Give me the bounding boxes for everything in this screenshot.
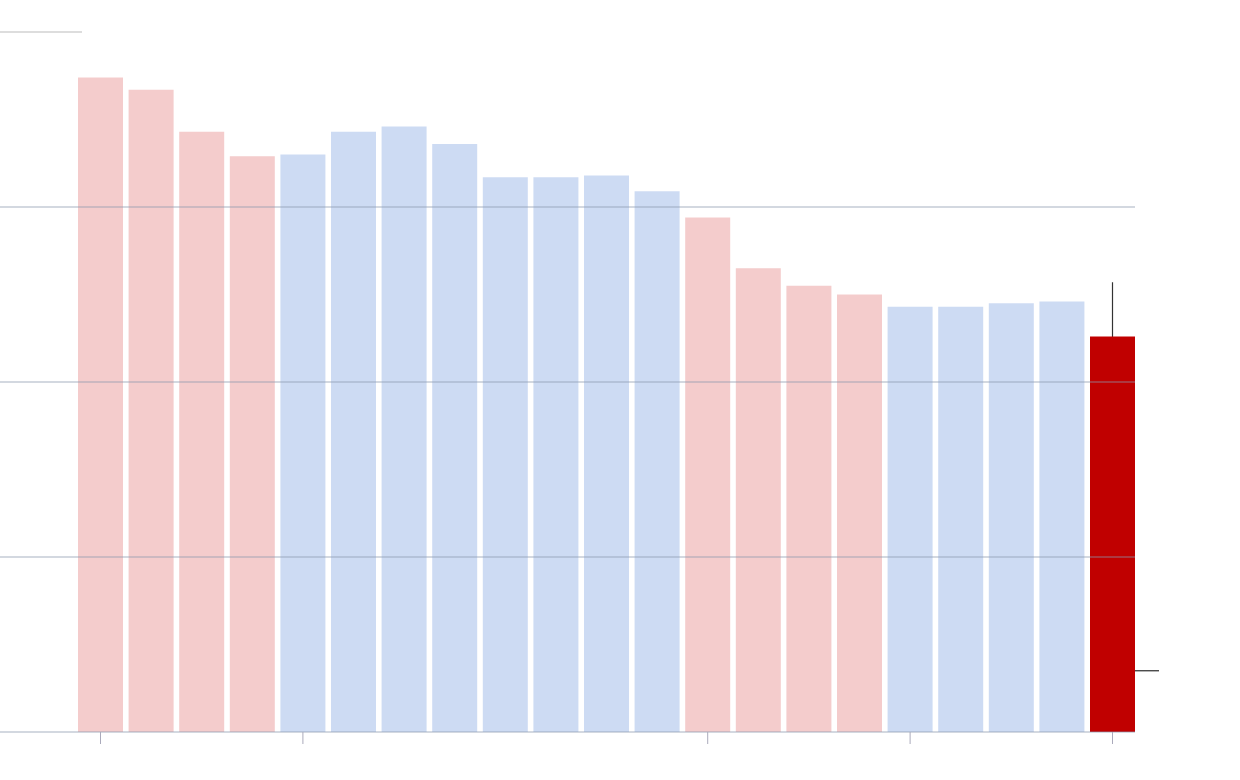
bar	[938, 306, 984, 732]
bar	[179, 131, 225, 732]
bar	[381, 126, 427, 732]
bar	[584, 175, 629, 732]
bar	[280, 154, 326, 732]
bar	[432, 144, 478, 732]
bar	[735, 268, 781, 732]
bar	[229, 156, 275, 732]
bar	[331, 131, 376, 732]
bar	[78, 77, 123, 732]
bar	[988, 303, 1034, 732]
bar	[837, 294, 882, 732]
bar	[887, 306, 933, 732]
bar	[685, 217, 731, 732]
bar	[786, 285, 832, 732]
bar	[1090, 336, 1135, 732]
bar	[128, 89, 174, 732]
bar	[482, 177, 528, 732]
bar	[533, 177, 579, 732]
bar	[1039, 301, 1085, 732]
bar	[634, 191, 680, 732]
